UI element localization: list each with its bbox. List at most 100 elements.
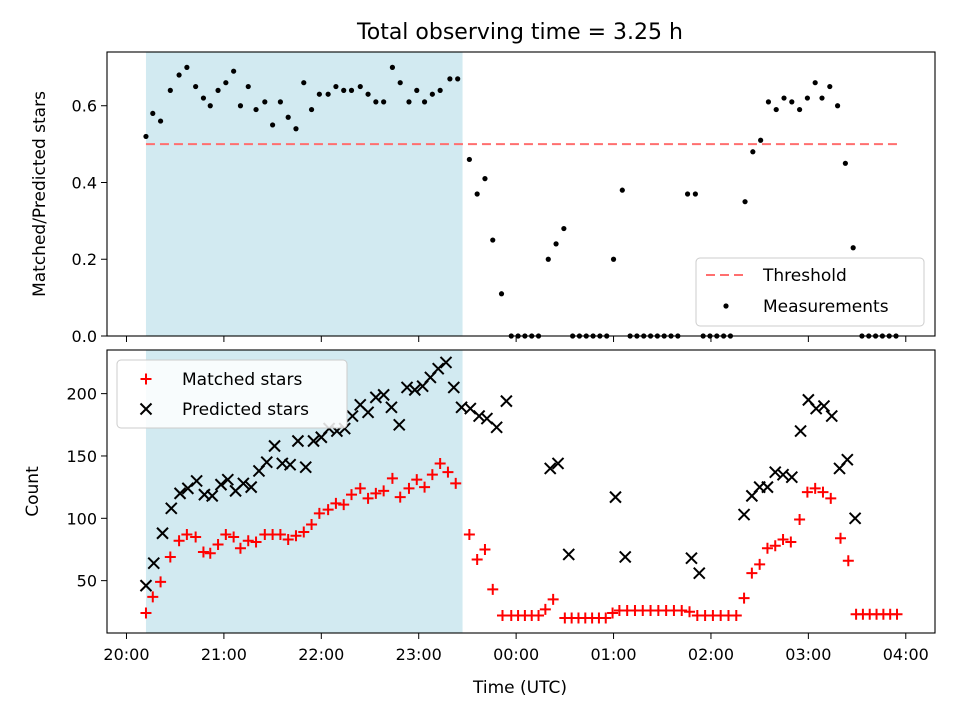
measurement-point	[167, 87, 173, 93]
predicted-star-point	[737, 508, 751, 521]
matched-star-point	[403, 482, 415, 494]
matched-star-point	[394, 491, 406, 503]
matched-star-point	[290, 530, 302, 542]
measurement-point	[150, 110, 156, 117]
predicted-star-point	[693, 566, 706, 580]
measurement-point	[576, 333, 583, 339]
matched-star-point	[338, 499, 350, 511]
x-tick-label: 01:00	[590, 645, 636, 664]
predicted-star-point	[244, 480, 258, 494]
x-tick-label: 00:00	[493, 645, 539, 664]
matched-star-point	[354, 482, 366, 494]
predicted-star-point	[346, 409, 359, 423]
matched-star-point	[600, 612, 612, 624]
matched-star-point	[434, 457, 446, 469]
measurement-point	[270, 122, 276, 128]
predicted-star-point	[393, 418, 406, 432]
measurement-point	[597, 333, 603, 339]
measurement-point	[466, 156, 472, 163]
predicted-star-point	[237, 477, 250, 490]
measurement-point	[316, 91, 322, 97]
measurement-point	[773, 106, 779, 113]
measurement-point	[231, 68, 237, 74]
measurement-point	[627, 333, 633, 339]
measurement-point	[647, 333, 654, 339]
predicted-star-point	[307, 434, 320, 448]
bottom-legend-box	[116, 359, 348, 429]
measurement-point	[684, 191, 691, 197]
x-tick-label: 22:00	[298, 645, 344, 664]
predicted-star-point	[685, 551, 698, 565]
measurement-point	[834, 103, 841, 109]
predicted-star-point	[165, 502, 178, 515]
matched-star-point	[197, 546, 209, 558]
matched-star-point	[761, 542, 773, 554]
measurement-point	[373, 99, 379, 105]
bottom-y-tick-label: 50	[77, 572, 97, 591]
bottom-y-axis-label: Count	[23, 466, 43, 517]
top-legend-box	[695, 257, 925, 327]
matched-star-point	[220, 529, 232, 541]
measurement-point	[515, 333, 521, 339]
measurement-point	[872, 333, 879, 339]
matched-star-point	[442, 466, 454, 478]
matched-star-point	[738, 592, 750, 604]
predicted-star-point	[544, 462, 557, 475]
matched-star-point	[746, 567, 758, 579]
measurement-point	[583, 333, 589, 339]
predicted-star-point	[817, 399, 831, 413]
predicted-star-point	[299, 460, 312, 474]
matched-star-point	[306, 519, 318, 531]
top-panel: 0.0 0.2 0.4 0.6 Matched/Predicted stars Thres…	[30, 51, 936, 346]
measurement-point	[389, 64, 396, 70]
top-axes-frame	[106, 51, 936, 337]
matched-star-point	[322, 504, 334, 516]
top-y-axis-label: Matched/Predicted stars	[30, 91, 50, 297]
measurement-point	[482, 176, 488, 182]
legend-matched-label: Matched stars	[182, 370, 302, 390]
predicted-star-point	[369, 391, 383, 404]
measurement-point	[176, 72, 182, 78]
measurement-point	[341, 87, 347, 93]
predicted-star-point	[190, 474, 203, 488]
measurement-point	[859, 333, 865, 339]
x-tick-label: 23:00	[396, 645, 442, 664]
legend-threshold-label: Threshold	[762, 266, 847, 286]
legend-predicted-label: Predicted stars	[182, 400, 309, 420]
x-axis-label: Time (UTC)	[472, 678, 567, 698]
measurement-point	[508, 333, 514, 339]
measurement-point	[285, 114, 291, 120]
measurement-point	[455, 76, 461, 82]
matched-star-point	[450, 477, 462, 489]
measurement-point	[750, 149, 756, 155]
measurement-point	[381, 99, 387, 105]
matched-star-point	[809, 482, 821, 494]
measurement-point	[850, 245, 856, 251]
predicted-star-point	[472, 409, 486, 423]
measurement-point	[301, 80, 307, 86]
matched-star-point	[730, 610, 742, 622]
measurement-point	[157, 118, 164, 124]
matched-star-point	[298, 526, 310, 538]
measurement-point	[886, 333, 892, 339]
predicted-star-point	[794, 424, 807, 438]
measurement-point	[604, 333, 610, 339]
matched-star-point	[228, 531, 240, 543]
measurement-point	[333, 83, 339, 90]
matched-star-point	[234, 542, 246, 554]
measurement-point	[675, 333, 681, 339]
predicted-star-point	[480, 412, 494, 425]
matched-star-point	[370, 487, 382, 499]
predicted-star-point	[619, 550, 632, 564]
matched-star-point	[212, 538, 224, 550]
matched-star-point	[164, 551, 176, 563]
top-y-tick-label: 0.6	[72, 97, 97, 116]
measurement-point	[812, 80, 818, 86]
predicted-star-point	[609, 490, 622, 504]
x-tick-label: 21:00	[201, 645, 247, 664]
predicted-star-point	[283, 458, 297, 471]
measurement-point	[277, 99, 283, 105]
measurement-point	[893, 333, 899, 339]
predicted-star-point	[776, 468, 790, 481]
